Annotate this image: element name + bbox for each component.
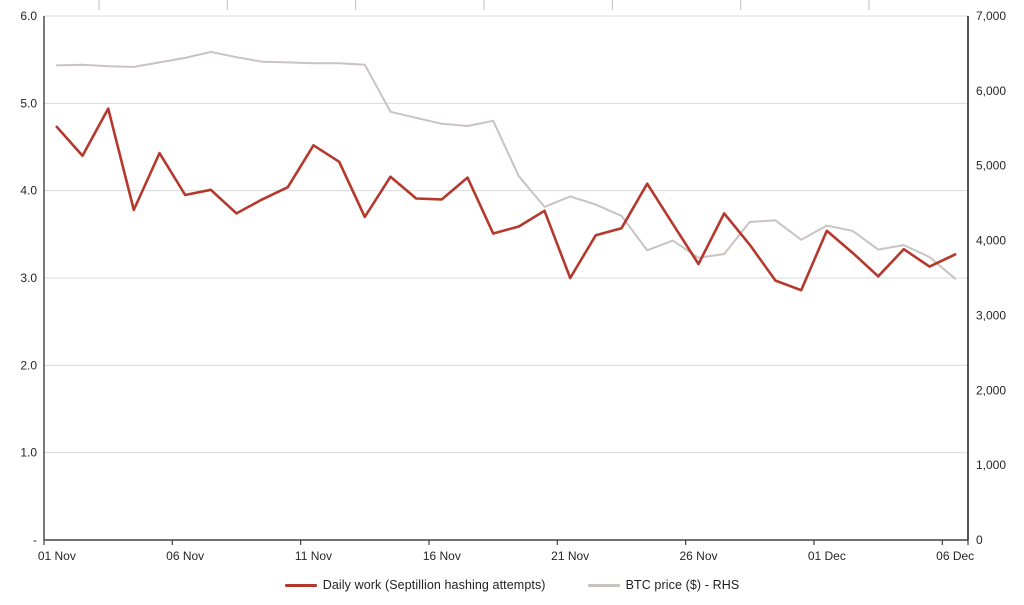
daily-work-legend-label: Daily work (Septillion hashing attempts) — [322, 578, 546, 592]
x-axis-tick-label: 01 Dec — [808, 549, 846, 563]
y-axis-right-tick-label: 2,000 — [976, 383, 1006, 397]
legend-item-daily-work: Daily work (Septillion hashing attempts) — [284, 578, 546, 592]
x-axis-tick-label: 01 Nov — [38, 549, 76, 563]
y-axis-left-tick-label: 6.0 — [20, 9, 37, 23]
y-axis-left-tick-label: 4.0 — [20, 184, 37, 198]
y-axis-right-tick-label: 6,000 — [976, 84, 1006, 98]
daily-work-line — [55, 107, 957, 292]
y-axis-right-tick-label: 4,000 — [976, 234, 1006, 248]
btc-price-line-swatch — [587, 583, 620, 587]
y-axis-right-tick-label: 0 — [976, 533, 983, 547]
x-axis-tick-label: 16 Nov — [423, 549, 461, 563]
y-axis-right-tick-label: 1,000 — [976, 458, 1006, 472]
y-axis-left-tick-label: - — [33, 533, 37, 547]
x-axis-tick-label: 06 Nov — [166, 549, 204, 563]
x-axis-tick-label: 11 Nov — [295, 549, 332, 563]
btc-price-legend-label: BTC price ($) - RHS — [625, 578, 740, 592]
x-axis-tick-label: 21 Nov — [551, 549, 589, 563]
legend-item-btc-price: BTC price ($) - RHS — [587, 578, 740, 592]
y-axis-right-tick-label: 5,000 — [976, 159, 1006, 173]
y-axis-left-tick-label: 3.0 — [20, 271, 37, 285]
btc-price-line — [55, 50, 957, 280]
x-axis-tick-label: 06 Dec — [936, 549, 974, 563]
y-axis-left-tick-label: 2.0 — [20, 358, 37, 372]
x-axis-tick-label: 26 Nov — [679, 549, 717, 563]
y-axis-left-tick-label: 1.0 — [20, 446, 37, 460]
y-axis-right-tick-label: 7,000 — [976, 9, 1006, 23]
y-axis-left-tick-label: 5.0 — [20, 96, 37, 110]
y-axis-right-tick-label: 3,000 — [976, 308, 1006, 322]
legend: Daily work (Septillion hashing attempts)… — [0, 578, 1024, 592]
daily-work-line-swatch — [284, 583, 317, 587]
